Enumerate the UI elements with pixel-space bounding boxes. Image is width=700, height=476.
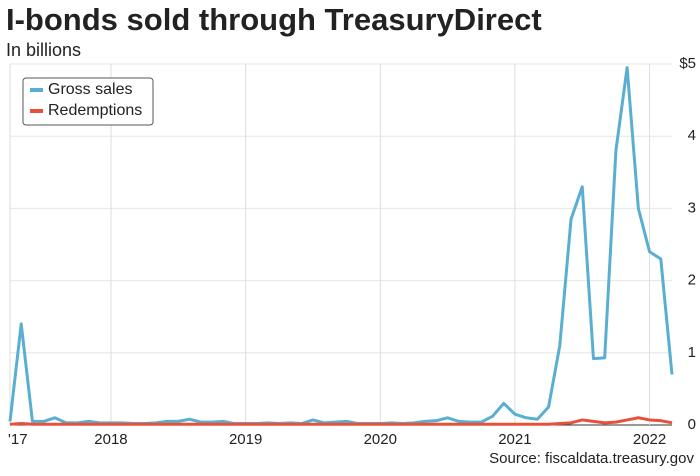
y-tick-label: $5 [679,55,696,72]
chart-title: I-bonds sold through TreasuryDirect [6,2,542,37]
y-tick-label: 1 [688,344,696,361]
chart-subtitle: In billions [6,40,81,60]
legend-label: Redemptions [48,102,142,119]
source: Source: fiscaldata.treasury.gov [489,450,694,467]
x-tick-label: 2020 [364,431,397,448]
y-tick-label: 3 [688,199,696,216]
x-tick-label: 2019 [229,431,262,448]
line-series [9,416,673,426]
x-tick-label: '17 [8,431,28,448]
y-tick-label: 2 [688,272,696,289]
x-tick-label: 2021 [498,431,531,448]
legend-box [22,77,154,126]
x-tick-label: 2018 [94,431,127,448]
y-tick-label: 4 [688,127,696,144]
x-tick-label: 2022 [633,431,666,448]
legend-label: Gross sales [48,81,132,98]
y-tick-label: 0 [688,416,696,433]
